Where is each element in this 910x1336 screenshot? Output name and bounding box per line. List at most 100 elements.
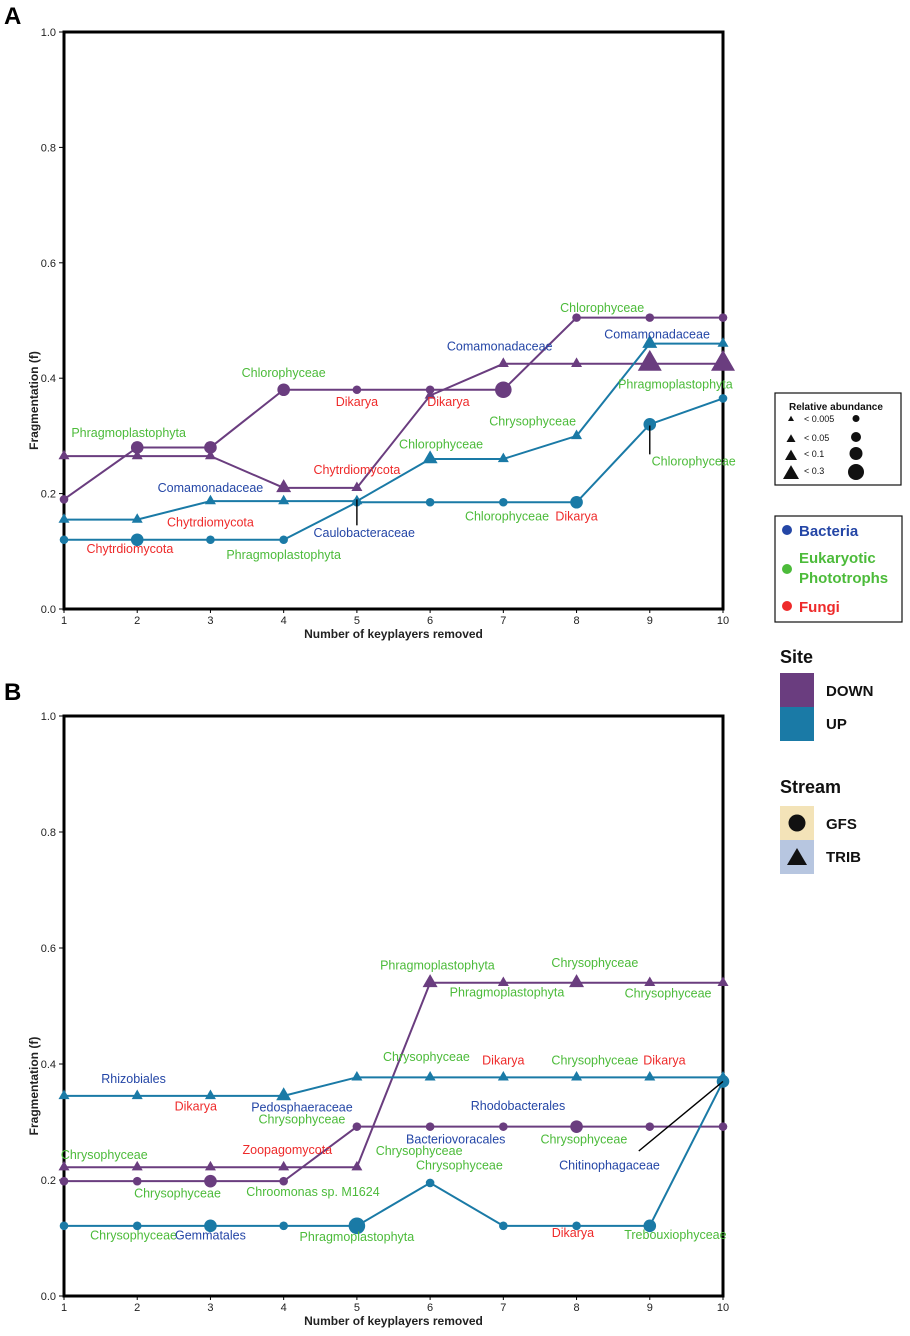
data-point-triangle bbox=[571, 357, 583, 367]
x-tick-label: 2 bbox=[134, 615, 140, 627]
x-axis-title: Number of keyplayers removed bbox=[304, 627, 483, 641]
abundance-level-2: < 0.05 bbox=[804, 433, 829, 443]
data-point-circle bbox=[204, 1174, 217, 1188]
taxon-annotation: Rhodobacterales bbox=[471, 1099, 566, 1113]
x-tick-label: 9 bbox=[647, 615, 653, 627]
data-point-circle bbox=[277, 383, 290, 397]
y-tick-label: 0.6 bbox=[41, 258, 56, 270]
data-point-triangle bbox=[422, 450, 438, 464]
data-point-circle bbox=[59, 1221, 69, 1231]
x-tick-label: 6 bbox=[427, 615, 433, 627]
data-point-circle bbox=[130, 441, 144, 454]
taxon-annotation: Phragmoplastophyta bbox=[71, 426, 186, 440]
data-point-triangle bbox=[131, 449, 143, 460]
taxon-annotation: Phragmoplastophyta bbox=[450, 986, 565, 1000]
circle-size-3-icon bbox=[849, 447, 863, 460]
taxon-annotation: Gemmatales bbox=[175, 1229, 246, 1243]
x-tick-label: 5 bbox=[354, 1302, 360, 1314]
data-point-triangle bbox=[571, 1070, 583, 1081]
data-point-triangle bbox=[717, 337, 729, 347]
data-point-circle bbox=[130, 533, 144, 547]
up-swatch-icon bbox=[780, 707, 814, 741]
taxon-annotation: Dikarya bbox=[552, 1226, 594, 1240]
y-tick-label: 0.2 bbox=[41, 489, 56, 501]
data-point-circle bbox=[59, 1176, 69, 1186]
data-point-triangle bbox=[131, 1160, 143, 1171]
taxon-annotation: Comamonadaceae bbox=[447, 340, 553, 354]
data-point-triangle bbox=[204, 494, 216, 505]
data-point-triangle bbox=[204, 449, 216, 460]
data-point-triangle bbox=[642, 334, 658, 348]
abundance-level-3: < 0.1 bbox=[804, 449, 824, 459]
y-tick-label: 1.0 bbox=[41, 711, 56, 723]
x-tick-label: 5 bbox=[354, 615, 360, 627]
series-line bbox=[64, 1076, 723, 1097]
data-point-triangle bbox=[424, 1070, 436, 1081]
data-point-triangle bbox=[351, 481, 363, 492]
data-point-triangle bbox=[276, 479, 292, 493]
taxon-annotation: Chroomonas sp. M1624 bbox=[246, 1185, 379, 1199]
plot-frame bbox=[62, 714, 725, 1298]
x-tick-label: 2 bbox=[134, 1302, 140, 1314]
x-tick-label: 3 bbox=[207, 1302, 213, 1314]
triangle-size-4-icon bbox=[783, 465, 799, 479]
y-axis-title: Fragmentation (f) bbox=[27, 351, 41, 450]
panel-b-chart: 0.0 0.2 0.4 0.6 0.8 1.0 1 2 3 4 5 6 7 8 9 10 Number of k… bbox=[27, 711, 730, 1328]
data-point-circle bbox=[645, 1122, 655, 1131]
data-point-triangle bbox=[497, 976, 509, 986]
taxon-annotation: Dikarya bbox=[336, 395, 378, 409]
data-point-circle bbox=[204, 441, 217, 454]
taxon-annotation: Dikarya bbox=[427, 395, 469, 409]
y-tick-label: 0.8 bbox=[41, 827, 56, 839]
taxon-annotation: Chrysophyceae bbox=[134, 1186, 221, 1200]
data-point-circle bbox=[279, 1221, 288, 1231]
data-point-triangle bbox=[711, 349, 735, 371]
data-point-triangle bbox=[351, 1070, 363, 1081]
taxon-annotation: Chlorophyceae bbox=[399, 438, 483, 452]
data-point-triangle bbox=[278, 494, 290, 505]
data-point-circle bbox=[279, 1176, 288, 1186]
taxon-annotation: Dikarya bbox=[482, 1054, 524, 1068]
y-tick-label: 0.8 bbox=[41, 142, 56, 154]
stream-gfs-label: GFS bbox=[826, 816, 857, 833]
data-point-circle bbox=[570, 1120, 583, 1133]
taxon-annotation: Chrysophyceae bbox=[551, 956, 638, 970]
taxon-annotation: Chitinophagaceae bbox=[559, 1159, 660, 1173]
taxon-annotation: Chrysophyceae bbox=[540, 1132, 627, 1146]
data-point-triangle bbox=[422, 974, 438, 988]
y-tick-label: 0.4 bbox=[41, 1059, 56, 1071]
abundance-legend-box bbox=[774, 392, 902, 486]
taxon-annotation: Chytrdiomycota bbox=[86, 542, 173, 556]
data-point-triangle bbox=[204, 1089, 216, 1100]
y-tick-label: 0.6 bbox=[41, 943, 56, 955]
stream-trib-label: TRIB bbox=[826, 849, 861, 866]
taxon-annotation: Pedosphaeraceae bbox=[251, 1101, 353, 1115]
circle-size-2-icon bbox=[851, 432, 861, 442]
data-point-circle bbox=[352, 1122, 362, 1131]
data-point-circle bbox=[206, 535, 215, 545]
taxa-legend-box bbox=[774, 515, 903, 623]
data-point-triangle bbox=[424, 389, 436, 399]
data-point-triangle bbox=[131, 513, 143, 523]
data-point-circle bbox=[132, 1221, 142, 1231]
taxon-annotation: Comamonadaceae bbox=[604, 327, 710, 341]
data-point-triangle bbox=[276, 1087, 292, 1101]
taxon-annotation: Comamonadaceae bbox=[158, 481, 264, 495]
data-point-circle bbox=[643, 1219, 657, 1233]
x-tick-label: 7 bbox=[500, 1302, 506, 1314]
plot-frame bbox=[62, 30, 725, 611]
taxon-annotation: Chrysophyceae bbox=[416, 1159, 503, 1173]
x-tick-label: 10 bbox=[717, 1302, 729, 1314]
data-point-triangle bbox=[497, 452, 509, 463]
taxon-annotation: Chlorophyceae bbox=[465, 510, 549, 524]
taxon-annotation: Phragmoplastophyta bbox=[618, 378, 733, 392]
site-legend-title: Site bbox=[780, 647, 813, 667]
data-point-triangle bbox=[58, 1089, 70, 1100]
x-tick-label: 10 bbox=[717, 615, 729, 627]
triangle-size-3-icon bbox=[785, 449, 797, 460]
data-point-circle bbox=[425, 1122, 435, 1131]
triangle-icon bbox=[787, 848, 807, 865]
triangle-size-1-icon bbox=[788, 415, 794, 421]
data-point-circle bbox=[645, 313, 655, 322]
taxon-annotation: Chlorophyceae bbox=[652, 454, 736, 468]
